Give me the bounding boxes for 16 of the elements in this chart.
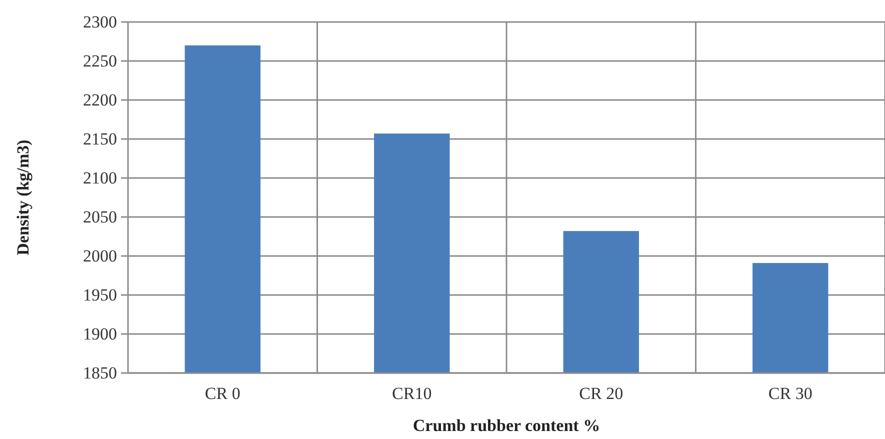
y-tick-label: 2200 <box>83 90 117 110</box>
y-tick-label: 2000 <box>83 246 117 266</box>
x-axis-title: Crumb rubber content % <box>412 416 600 435</box>
y-tick-label: 2300 <box>83 12 117 32</box>
y-tick-label: 1850 <box>83 364 117 382</box>
y-tick-label: 1900 <box>83 324 117 344</box>
x-tick-label: CR 30 <box>768 384 812 403</box>
x-tick-label: CR10 <box>392 384 432 403</box>
x-tick-label: CR 0 <box>204 384 240 403</box>
y-tick-label: 2050 <box>83 208 117 226</box>
y-tick-label: 2250 <box>83 52 117 70</box>
y-axis-title: Density (kg/m3) <box>14 140 32 256</box>
y-tick-label: 1950 <box>83 286 117 304</box>
y-tick-label: 2100 <box>83 168 117 188</box>
y-tick-label: 2150 <box>83 130 117 148</box>
x-tick-label: CR 20 <box>579 384 624 403</box>
